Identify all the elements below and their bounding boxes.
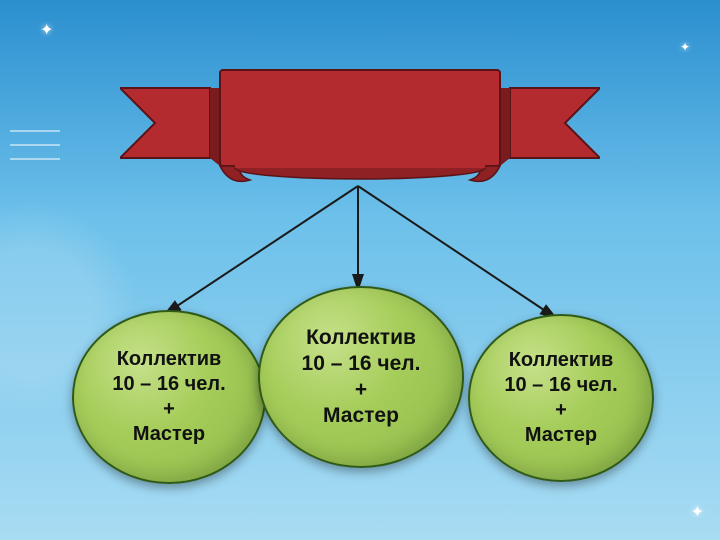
- node-label: Коллектив 10 – 16 чел. + Мастер: [294, 317, 429, 438]
- node-right: Коллектив 10 – 16 чел. + Мастер: [468, 314, 654, 482]
- node-label: Коллектив 10 – 16 чел. + Мастер: [104, 339, 233, 455]
- node-label: Коллектив 10 – 16 чел. + Мастер: [496, 340, 625, 456]
- node-center: Коллектив 10 – 16 чел. + Мастер: [258, 286, 464, 468]
- slide: ✦ ✦ ✦: [0, 0, 720, 540]
- node-left: Коллектив 10 – 16 чел. + Мастер: [72, 310, 266, 484]
